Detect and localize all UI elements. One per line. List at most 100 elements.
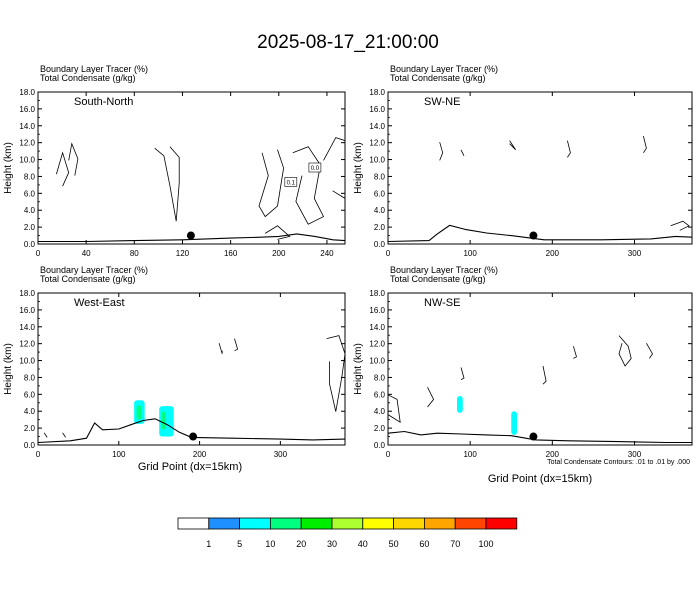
y-tick-label: 8.0 [24,373,36,382]
terrain-line [37,418,346,444]
x-tick-label: 200 [546,249,560,258]
panel-label: NW-SE [424,297,460,309]
y-tick-label: 6.0 [24,390,36,399]
y-tick-label: 14.0 [19,122,35,131]
plot-frame [37,91,346,245]
y-axis-label: Height (km) [353,142,364,194]
colorbar-label: 50 [389,539,399,549]
x-tick-label: 0 [386,249,391,258]
y-tick-label: 4.0 [24,407,36,416]
y-tick-label: 2.0 [374,223,386,232]
x-tick-label: 200 [193,450,207,459]
colorbar-swatch [300,517,333,530]
contour-label-box [308,162,322,173]
y-tick-label: 18.0 [369,289,385,298]
y-tick-label: 6.0 [374,390,386,399]
condensate-contour [439,142,444,161]
colorbar-swatch [362,517,394,530]
colorbar-swatch [454,517,487,530]
contour-note: Total Condensate Contours: .01 to .01 by… [547,459,690,466]
condensate-contour [643,136,647,154]
y-tick-label: 0.0 [24,441,36,450]
y-tick-label: 18.0 [369,88,385,97]
condensate-contour [326,335,346,412]
y-tick-label: 4.0 [374,407,386,416]
y-tick-label: 12.0 [19,340,35,349]
condensate-contour [234,338,239,352]
condensate-contour [573,346,577,359]
y-tick-label: 12.0 [369,139,385,148]
condensate-contour [68,142,79,176]
panel-header-tracer: Boundary Layer Tracer (%) [40,64,148,74]
terrain-line [387,430,692,444]
y-tick-label: 16.0 [369,306,385,315]
y-tick-label: 18.0 [19,289,35,298]
y-tick-label: 6.0 [374,189,386,198]
y-tick-label: 4.0 [374,206,386,215]
condensate-contour [567,140,571,158]
x-tick-label: 100 [463,450,477,459]
y-tick-label: 2.0 [24,223,36,232]
y-tick-label: 2.0 [374,424,386,433]
contour-label: 0.1 [287,180,296,186]
y-axis-label: Height (km) [353,343,364,395]
chart-panel-sw-ne: Boundary Layer Tracer (%)Total Condensat… [353,64,693,258]
panel-header-tracer: Boundary Layer Tracer (%) [390,64,498,74]
x-tick-label: 0 [36,249,41,258]
condensate-contour [56,151,70,187]
y-tick-label: 14.0 [369,323,385,332]
y-tick-label: 10.0 [19,357,35,366]
condensate-contour [460,149,465,156]
y-tick-label: 16.0 [19,306,35,315]
figure-title: 2025-08-17_21:00:00 [257,32,439,53]
condensate-contour [258,149,285,218]
x-tick-label: 40 [82,249,91,258]
colorbar-swatch [393,517,425,530]
tracer-blob [511,411,517,435]
x-tick-label: 200 [272,249,286,258]
plot-frame [387,91,693,245]
x-tick-label: 100 [112,450,126,459]
x-tick-label: 160 [224,249,238,258]
y-tick-label: 4.0 [24,206,36,215]
y-tick-label: 0.0 [24,240,36,249]
condensate-contour [43,432,48,438]
y-tick-label: 6.0 [24,189,36,198]
x-tick-label: 300 [628,450,642,459]
condensate-contour [460,367,465,380]
chart-panel-nw-se: Boundary Layer Tracer (%)Total Condensat… [353,265,693,459]
chart-panel-west-east: Boundary Layer Tracer (%)Total Condensat… [3,265,346,459]
colorbar-label: 30 [327,539,337,549]
location-marker [189,432,198,441]
chart-panel-south-north: Boundary Layer Tracer (%)Total Condensat… [3,64,346,258]
tracer-blob [457,396,463,413]
tracer-blob [136,405,142,420]
condensate-contour [618,335,632,367]
x-tick-label: 120 [176,249,190,258]
colorbar-swatch [485,517,518,530]
condensate-contour [542,365,547,385]
plot-frame [37,292,346,446]
contour-label: 0.0 [311,166,320,172]
y-tick-label: 14.0 [19,323,35,332]
y-tick-label: 0.0 [374,240,386,249]
panel-header-condensate: Total Condensate (g/kg) [40,73,136,83]
condensate-contour [509,140,517,151]
panel-header-tracer: Boundary Layer Tracer (%) [390,265,498,275]
panel-label: West-East [74,297,125,309]
condensate-contour [427,387,435,408]
y-axis-label: Height (km) [3,343,14,395]
condensate-contour [154,146,180,222]
panel-header-tracer: Boundary Layer Tracer (%) [40,265,148,275]
colorbar-swatch [177,517,210,530]
panel-header-condensate: Total Condensate (g/kg) [390,73,486,83]
colorbar-swatch [331,517,364,530]
condensate-contour [323,137,346,200]
colorbar-swatch [208,517,241,530]
x-tick-label: 0 [36,450,41,459]
x-tick-label: 300 [274,450,288,459]
plot-frame [387,292,693,446]
condensate-contour [264,225,291,240]
colorbar-label: 20 [296,539,306,549]
location-marker [529,432,538,441]
